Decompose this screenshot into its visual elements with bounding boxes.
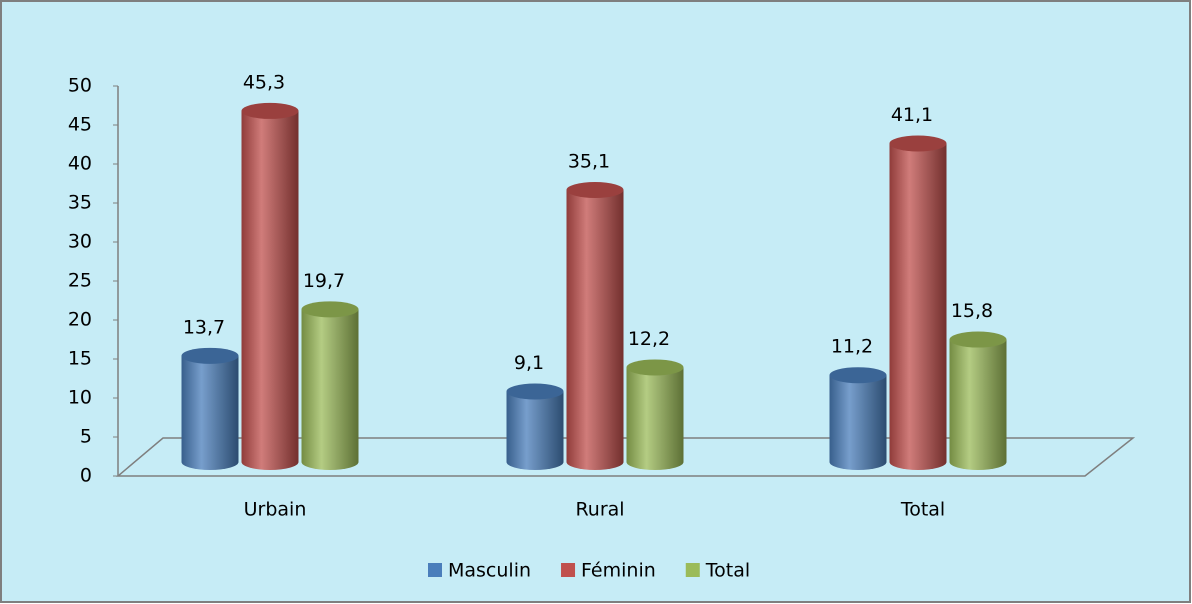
legend-swatch	[428, 563, 442, 577]
floor	[115, 437, 1136, 477]
data-label: 41,1	[891, 104, 933, 126]
data-label: 15,8	[951, 300, 993, 322]
data-label: 35,1	[568, 150, 610, 172]
bar-top	[566, 181, 624, 198]
bar-top	[181, 347, 239, 364]
data-label: 12,2	[628, 328, 670, 350]
data-label: 9,1	[514, 352, 544, 374]
x-tick-label: Total	[900, 499, 945, 521]
bar	[889, 143, 947, 462]
bar	[949, 339, 1007, 462]
y-tick-label: 5	[80, 426, 92, 448]
y-tick-label: 45	[68, 114, 92, 136]
bar	[241, 110, 299, 463]
bar	[181, 355, 239, 462]
legend-label: Féminin	[581, 560, 656, 582]
bar-top	[626, 359, 684, 376]
legend-label: Masculin	[448, 560, 531, 582]
y-tick-label: 0	[80, 465, 92, 487]
bar-top	[949, 331, 1007, 348]
bar-top	[889, 135, 947, 152]
y-tick-label: 20	[68, 309, 92, 331]
bar-top	[506, 383, 564, 400]
y-tick-label: 10	[68, 387, 92, 409]
x-tick-label: Rural	[575, 499, 624, 521]
bar	[626, 367, 684, 462]
data-label: 19,7	[303, 270, 345, 292]
data-label: 13,7	[183, 316, 225, 338]
y-tick-label: 35	[68, 192, 92, 214]
y-tick-label: 15	[68, 348, 92, 370]
bar	[829, 375, 887, 462]
bar-top	[301, 301, 359, 318]
bar	[506, 391, 564, 462]
y-tick-label: 25	[68, 270, 92, 292]
data-label: 45,3	[243, 71, 285, 93]
y-tick-label: 40	[68, 153, 92, 175]
bar	[301, 309, 359, 462]
bar-top	[829, 367, 887, 384]
y-tick-label: 50	[68, 75, 92, 97]
y-tick-label: 30	[68, 231, 92, 253]
data-label: 11,2	[831, 336, 873, 358]
legend-label: Total	[705, 560, 750, 582]
legend-swatch	[685, 563, 700, 577]
legend-swatch	[561, 563, 576, 577]
bar	[566, 189, 624, 462]
bar-top	[241, 102, 299, 119]
x-tick-label: Urbain	[244, 499, 307, 521]
